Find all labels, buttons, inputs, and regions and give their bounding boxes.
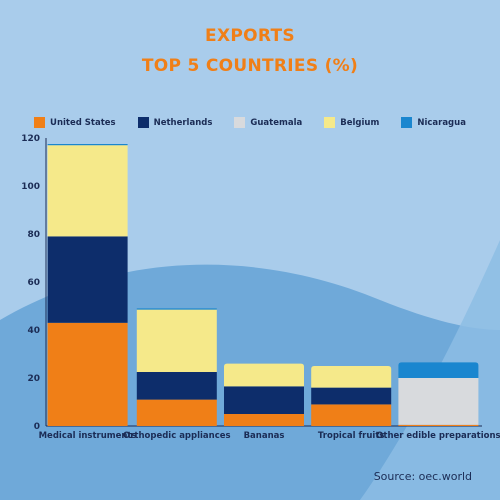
y-tick-label: 80 bbox=[27, 230, 40, 240]
legend-label: Netherlands bbox=[153, 117, 213, 128]
chart-subtitle: TOP 5 COUNTRIES (%) bbox=[141, 56, 359, 76]
bar-segment bbox=[311, 404, 392, 426]
legend-swatch bbox=[324, 117, 336, 128]
legend-item: Netherlands bbox=[137, 117, 213, 128]
legend-item: Guatemala bbox=[234, 117, 302, 128]
bar-segment bbox=[47, 236, 128, 323]
bar-segment bbox=[398, 378, 479, 425]
legend-swatch bbox=[234, 117, 246, 128]
bar-segment bbox=[224, 414, 304, 426]
legend: United States Netherlands Guatemala Belgium… bbox=[0, 117, 500, 128]
y-tick-label: 60 bbox=[27, 278, 40, 288]
bar-segment bbox=[136, 372, 217, 400]
legend-label: United States bbox=[50, 117, 116, 128]
legend-label: Guatemala bbox=[250, 117, 303, 128]
bar-segment bbox=[136, 308, 217, 310]
bar-segment bbox=[224, 386, 304, 414]
bar-segment bbox=[136, 399, 217, 426]
bar-segment bbox=[311, 387, 392, 405]
bar-segment bbox=[47, 144, 128, 146]
bar-segment bbox=[311, 366, 392, 388]
bar-segment bbox=[47, 145, 128, 237]
legend-item: United States bbox=[34, 117, 116, 128]
x-tick-label: Medical instruments bbox=[39, 431, 137, 441]
legend-label: Nicaragua bbox=[417, 117, 466, 128]
background-wave-right bbox=[360, 240, 500, 500]
bar-segment bbox=[398, 424, 479, 426]
bar-segment bbox=[47, 322, 128, 426]
bar-segment bbox=[398, 362, 479, 378]
bar-segment bbox=[224, 363, 304, 387]
x-tick-label: Other edible preparations bbox=[376, 431, 500, 441]
source-label: Source: oec.world bbox=[373, 470, 472, 483]
bar-segment bbox=[136, 309, 217, 372]
legend-item: Nicaragua bbox=[401, 117, 466, 128]
legend-item: Belgium bbox=[324, 117, 379, 128]
y-tick-label: 20 bbox=[27, 374, 40, 384]
x-tick-label: Tropical fruits bbox=[318, 431, 385, 441]
y-tick-label: 120 bbox=[21, 134, 40, 144]
legend-label: Belgium bbox=[340, 117, 380, 128]
y-tick-label: 100 bbox=[21, 182, 40, 192]
x-tick-label: Bananas bbox=[244, 431, 285, 441]
legend-swatch bbox=[137, 117, 149, 128]
legend-swatch bbox=[34, 117, 46, 128]
x-tick-label: Orthopedic appliances bbox=[123, 431, 231, 441]
y-tick-label: 40 bbox=[27, 326, 40, 336]
legend-swatch bbox=[401, 117, 413, 128]
y-tick-label: 0 bbox=[34, 422, 40, 432]
chart-title: EXPORTS bbox=[205, 26, 295, 46]
